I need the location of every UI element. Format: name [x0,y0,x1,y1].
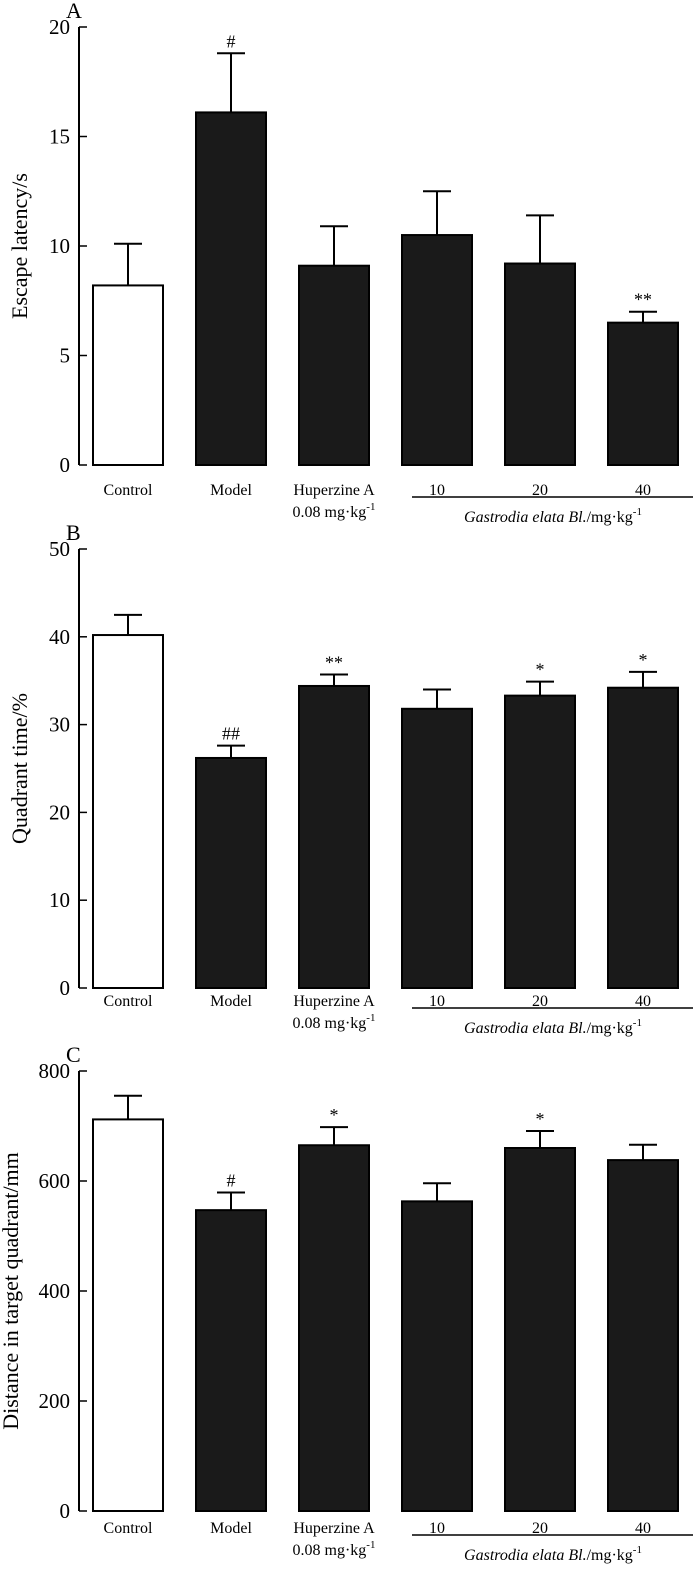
significance-marker-1: ## [222,724,240,744]
category-sublabel-sup: -1 [366,1539,375,1551]
category-label-4: 20 [532,1520,548,1537]
significance-marker-5: * [639,650,648,670]
category-label-1: Model [210,993,252,1010]
category-label-3: 10 [429,482,445,499]
category-label-3: 10 [429,1520,445,1537]
y-tick-label: 40 [49,625,70,649]
bar-1 [195,756,267,989]
significance-marker-5: ** [634,290,652,310]
category-sublabel: 0.08 mg·kg-1 [293,1539,376,1559]
y-tick-label: 400 [39,1279,71,1303]
bar-4 [504,262,576,466]
category-label-5: 40 [635,993,651,1010]
y-tick-label: 800 [39,1059,71,1083]
significance-marker-4: * [536,660,545,680]
category-label-3: 10 [429,993,445,1010]
category-label-2: Huperzine A [293,482,375,499]
bar-3 [401,234,473,466]
bar-5 [607,686,679,989]
category-label-4: 20 [532,482,548,499]
group-label-italic: Gastrodia elata Bl. [464,1020,587,1037]
bar-0 [92,1118,164,1513]
group-label-unit: /mg·kg [587,1547,633,1564]
y-tick-label: 0 [60,453,71,477]
category-label-0: Control [104,1520,153,1537]
panel-label: A [66,0,82,23]
bar-3 [401,1200,473,1512]
y-tick-label: 20 [49,15,70,39]
y-tick-label: 0 [60,976,71,1000]
category-label-2: Huperzine A [293,1520,375,1537]
significance-marker-2: ** [325,653,343,673]
y-tick-label: 30 [49,713,70,737]
category-label-0: Control [104,993,153,1010]
category-sublabel-text: 0.08 mg·kg [293,504,367,521]
group-label-sup: -1 [633,1017,642,1029]
category-sublabel: 0.08 mg·kg-1 [293,501,376,521]
bar-4 [504,1147,576,1512]
significance-marker-4: * [536,1109,545,1129]
category-sublabel-text: 0.08 mg·kg [293,1015,367,1032]
category-label-2: Huperzine A [293,993,375,1010]
bar-5 [607,1159,679,1512]
bar-5 [607,321,679,466]
category-sublabel-text: 0.08 mg·kg [293,1542,367,1559]
group-label: Gastrodia elata Bl./mg·kg-1 [464,506,642,526]
bar-0 [92,634,164,989]
group-label: Gastrodia elata Bl./mg·kg-1 [464,1017,642,1037]
y-tick-label: 50 [49,537,70,561]
group-label-unit: /mg·kg [587,509,633,526]
bar-1 [195,1209,267,1513]
panel-label: B [66,520,81,545]
category-label-1: Model [210,1520,252,1537]
y-tick-label: 10 [49,888,70,912]
y-tick-label: 5 [60,344,71,368]
bar-4 [504,694,576,989]
y-axis-label: Quadrant time/% [7,693,32,844]
category-label-4: 20 [532,993,548,1010]
bar-0 [92,284,164,467]
group-label-sup: -1 [633,506,642,518]
category-label-5: 40 [635,482,651,499]
significance-marker-1: # [227,1171,236,1191]
bar-1 [195,111,267,466]
panel-label: C [66,1042,81,1067]
category-label-5: 40 [635,1520,651,1537]
y-tick-label: 15 [49,125,70,149]
bar-2 [298,264,370,466]
y-axis-label: Escape latency/s [7,173,32,319]
bar-2 [298,1144,370,1512]
bar-2 [298,684,370,990]
group-label-italic: Gastrodia elata Bl. [464,1547,587,1564]
group-label-sup: -1 [633,1544,642,1556]
group-label: Gastrodia elata Bl./mg·kg-1 [464,1544,642,1564]
significance-marker-2: * [330,1105,339,1125]
category-label-1: Model [210,482,252,499]
y-tick-label: 20 [49,800,70,824]
y-axis-label: Distance in target quadrant/mm [0,1152,23,1430]
significance-marker-1: # [227,31,236,51]
y-tick-label: 0 [60,1499,71,1523]
y-tick-label: 10 [49,234,70,258]
bar-3 [401,707,473,990]
category-sublabel-sup: -1 [366,501,375,513]
category-sublabel-sup: -1 [366,1012,375,1024]
category-sublabel: 0.08 mg·kg-1 [293,1012,376,1032]
y-tick-label: 600 [39,1169,71,1193]
category-label-0: Control [104,482,153,499]
y-tick-label: 200 [39,1389,71,1413]
group-label-unit: /mg·kg [587,1020,633,1037]
group-label-italic: Gastrodia elata Bl. [464,509,587,526]
